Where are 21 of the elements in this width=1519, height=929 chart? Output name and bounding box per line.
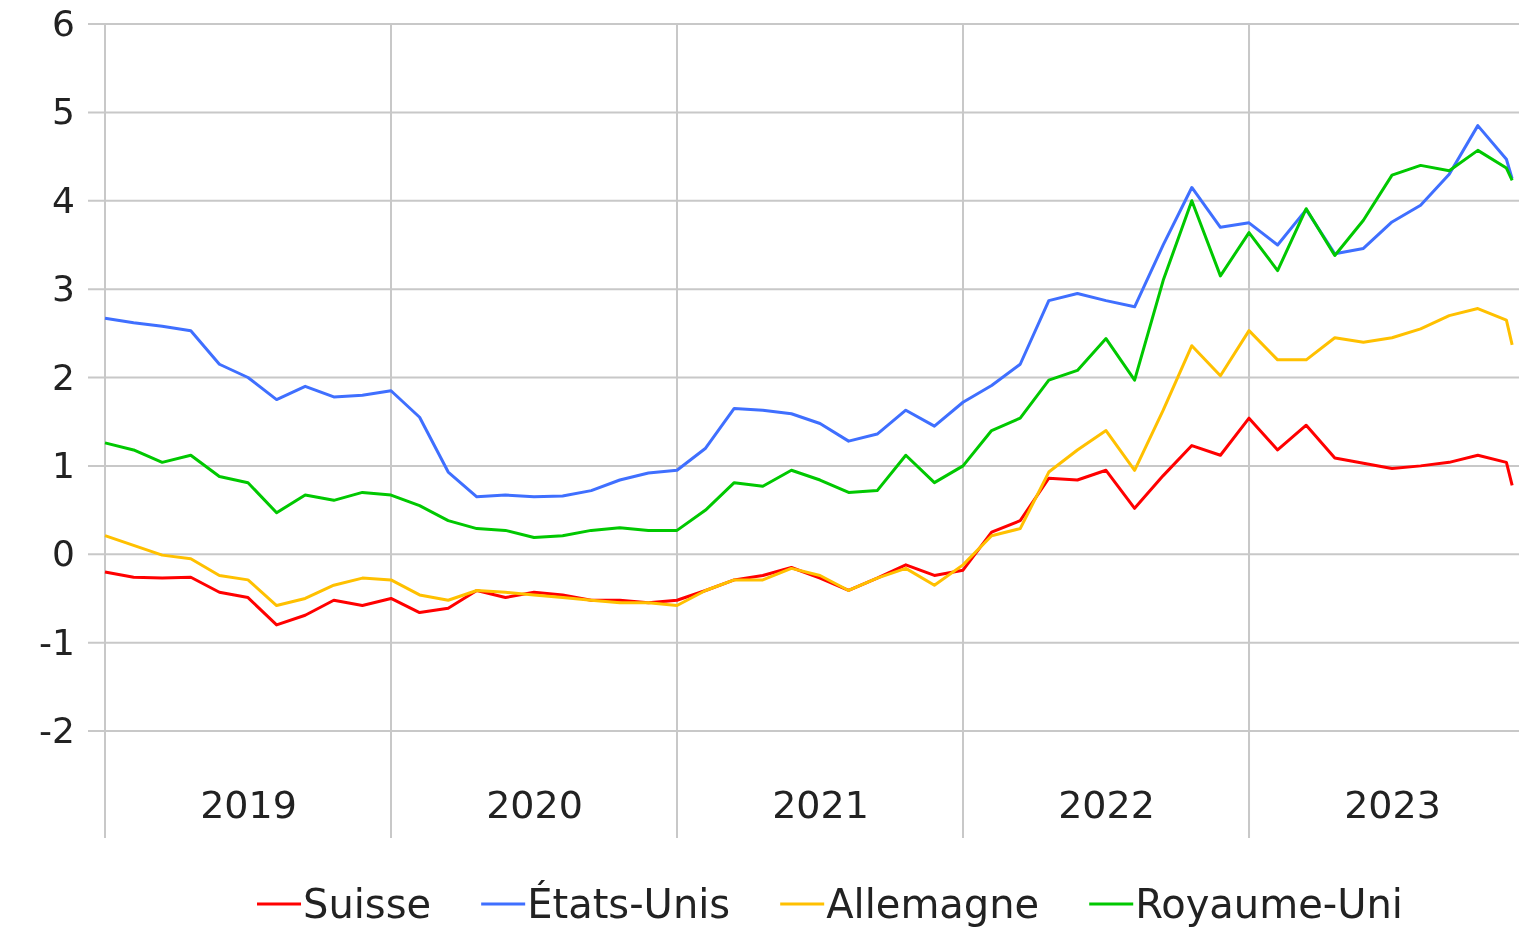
y-tick-label: -1: [39, 621, 75, 663]
legend-label: Suisse: [303, 881, 432, 927]
y-tick-label: 2: [52, 356, 75, 398]
legend-label: États-Unis: [527, 880, 731, 927]
y-tick-label: 0: [52, 533, 75, 575]
x-tick-label: 2023: [1344, 782, 1441, 827]
y-tick-label: 5: [52, 91, 75, 133]
line-series: [103, 307, 1514, 608]
y-tick-label: 4: [52, 179, 75, 221]
y-tick-label: 6: [52, 3, 75, 45]
line-series: [103, 148, 1514, 539]
y-tick-label: 1: [52, 444, 75, 486]
x-tick-label: 2021: [772, 782, 869, 827]
legend-label: Allemagne: [826, 881, 1040, 927]
y-tick-label: 3: [52, 268, 75, 310]
legend-label: Royaume-Uni: [1135, 881, 1403, 927]
y-tick-label: -2: [39, 710, 75, 752]
x-tick-label: 2019: [200, 782, 297, 827]
line-series: [103, 124, 1514, 499]
x-tick-label: 2020: [486, 782, 583, 827]
x-tick-label: 2022: [1058, 782, 1155, 827]
